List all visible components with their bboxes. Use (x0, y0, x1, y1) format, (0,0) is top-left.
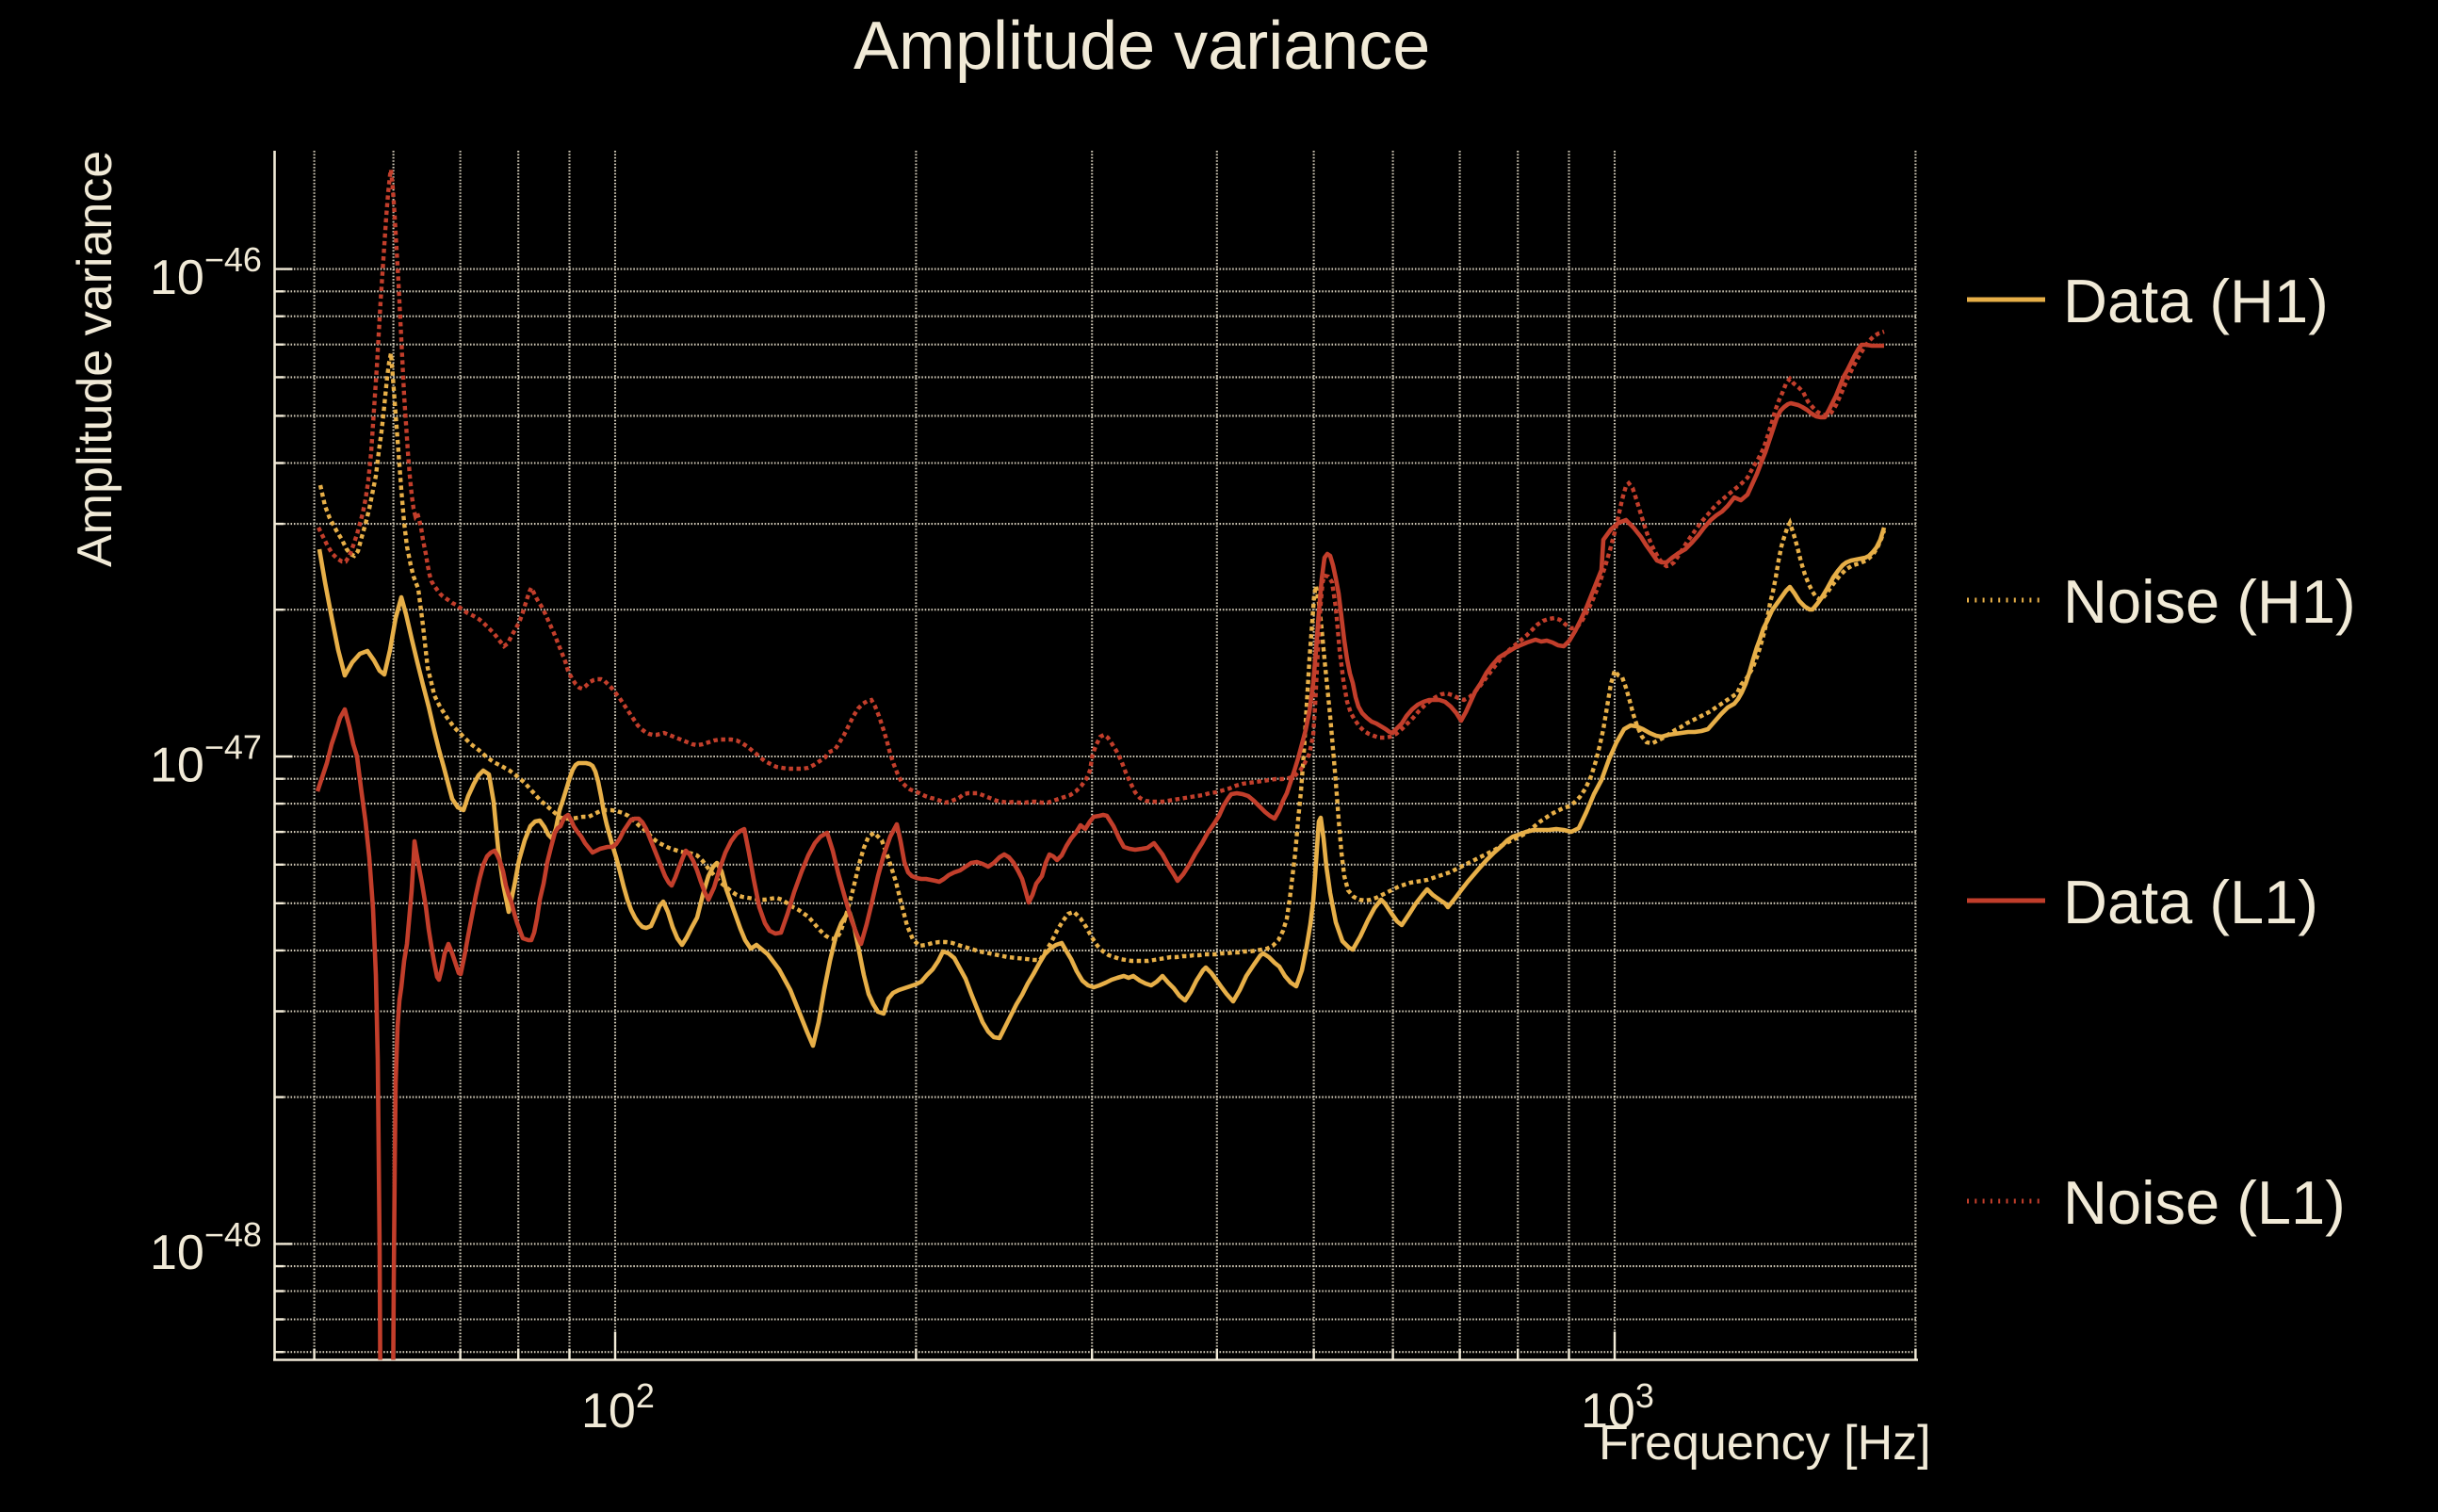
svg-text:Amplitude variance: Amplitude variance (68, 151, 122, 567)
svg-text:Amplitude variance: Amplitude variance (853, 8, 1430, 84)
svg-text:Noise (H1): Noise (H1) (2063, 567, 2356, 636)
svg-text:Data (H1): Data (H1) (2063, 267, 2329, 335)
svg-text:Data (L1): Data (L1) (2063, 868, 2318, 936)
svg-text:Frequency [Hz]: Frequency [Hz] (1599, 1416, 1931, 1471)
svg-text:Noise (L1): Noise (L1) (2063, 1168, 2346, 1237)
